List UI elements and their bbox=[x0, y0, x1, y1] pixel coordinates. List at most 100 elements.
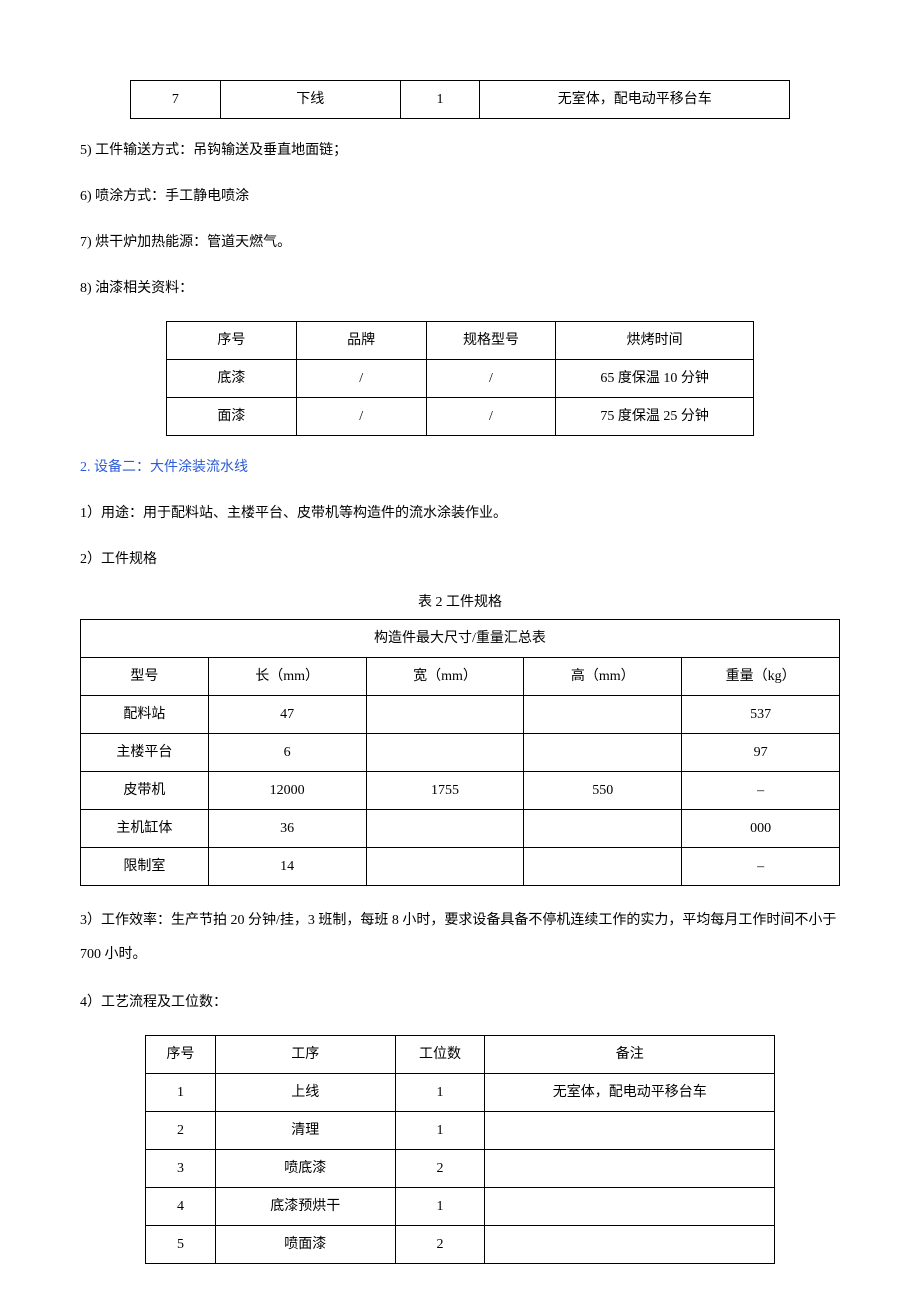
cell-note: 无室体，配电动平移台车 bbox=[480, 81, 790, 119]
cell: 无室体，配电动平移台车 bbox=[485, 1074, 775, 1112]
cell: 清理 bbox=[215, 1112, 395, 1150]
cell bbox=[366, 734, 524, 772]
line-7: 7) 烘干炉加热能源：管道天燃气。 bbox=[80, 229, 840, 257]
header-count: 工位数 bbox=[395, 1036, 485, 1074]
paint-table: 序号 品牌 规格型号 烘烤时间 底漆 / / 65 度保温 10 分钟 面漆 /… bbox=[166, 321, 754, 436]
cell: 000 bbox=[682, 810, 840, 848]
cell bbox=[524, 848, 682, 886]
cell bbox=[524, 810, 682, 848]
header-note: 备注 bbox=[485, 1036, 775, 1074]
cell-proc: 下线 bbox=[220, 81, 400, 119]
header-baketime: 烘烤时间 bbox=[556, 322, 754, 360]
header-model: 型号 bbox=[81, 658, 209, 696]
section-2-p4: 4）工艺流程及工位数： bbox=[80, 989, 840, 1017]
cell-count: 1 bbox=[400, 81, 480, 119]
table-header-row: 序号 工序 工位数 备注 bbox=[146, 1036, 775, 1074]
cell bbox=[485, 1226, 775, 1264]
cell: 65 度保温 10 分钟 bbox=[556, 360, 754, 398]
table-row: 限制室 14 – bbox=[81, 848, 840, 886]
table-header-row: 型号 长（mm） 宽（mm） 高（mm） 重量（kg） bbox=[81, 658, 840, 696]
section-2-p3: 3）工作效率：生产节拍 20 分钟/挂，3 班制，每班 8 小时，要求设备具备不… bbox=[80, 904, 840, 971]
cell: 1 bbox=[146, 1074, 216, 1112]
table-row: 皮带机 12000 1755 550 – bbox=[81, 772, 840, 810]
cell: 2 bbox=[395, 1226, 485, 1264]
table-row: 面漆 / / 75 度保温 25 分钟 bbox=[167, 398, 754, 436]
table-row: 配料站 47 537 bbox=[81, 696, 840, 734]
cell: 主楼平台 bbox=[81, 734, 209, 772]
cell: 限制室 bbox=[81, 848, 209, 886]
header-weight: 重量（kg） bbox=[682, 658, 840, 696]
table3-title: 构造件最大尺寸/重量汇总表 bbox=[81, 620, 840, 658]
cell: / bbox=[426, 398, 556, 436]
cell: 主机缸体 bbox=[81, 810, 209, 848]
cell: 47 bbox=[208, 696, 366, 734]
cell: 1 bbox=[395, 1112, 485, 1150]
cell-no: 7 bbox=[131, 81, 221, 119]
line-5: 5) 工件输送方式：吊钩输送及垂直地面链； bbox=[80, 137, 840, 165]
table3-caption: 表 2 工件规格 bbox=[80, 592, 840, 613]
line-8: 8) 油漆相关资料： bbox=[80, 275, 840, 303]
cell: 1 bbox=[395, 1074, 485, 1112]
cell: 4 bbox=[146, 1188, 216, 1226]
section-2-p2: 2）工件规格 bbox=[80, 546, 840, 574]
table-row: 3 喷底漆 2 bbox=[146, 1150, 775, 1188]
section-2-p1: 1）用途：用于配料站、主楼平台、皮带机等构造件的流水涂装作业。 bbox=[80, 500, 840, 528]
header-length: 长（mm） bbox=[208, 658, 366, 696]
cell: 1755 bbox=[366, 772, 524, 810]
cell bbox=[366, 696, 524, 734]
cell: 底漆 bbox=[167, 360, 297, 398]
header-seq: 序号 bbox=[167, 322, 297, 360]
cell: 面漆 bbox=[167, 398, 297, 436]
header-spec: 规格型号 bbox=[426, 322, 556, 360]
cell: 喷底漆 bbox=[215, 1150, 395, 1188]
table-row: 7 下线 1 无室体，配电动平移台车 bbox=[131, 81, 790, 119]
cell bbox=[524, 734, 682, 772]
table-title-row: 构造件最大尺寸/重量汇总表 bbox=[81, 620, 840, 658]
table-row: 4 底漆预烘干 1 bbox=[146, 1188, 775, 1226]
cell: – bbox=[682, 772, 840, 810]
cell: 3 bbox=[146, 1150, 216, 1188]
cell: 上线 bbox=[215, 1074, 395, 1112]
table-row: 5 喷面漆 2 bbox=[146, 1226, 775, 1264]
header-seq: 序号 bbox=[146, 1036, 216, 1074]
cell: / bbox=[296, 398, 426, 436]
process-table-fragment: 7 下线 1 无室体，配电动平移台车 bbox=[130, 80, 790, 119]
cell bbox=[485, 1188, 775, 1226]
header-brand: 品牌 bbox=[296, 322, 426, 360]
table-row: 1 上线 1 无室体，配电动平移台车 bbox=[146, 1074, 775, 1112]
line-6: 6) 喷涂方式：手工静电喷涂 bbox=[80, 183, 840, 211]
cell: 底漆预烘干 bbox=[215, 1188, 395, 1226]
section-2-title: 2. 设备二：大件涂装流水线 bbox=[80, 454, 840, 482]
header-proc: 工序 bbox=[215, 1036, 395, 1074]
workpiece-spec-table: 构造件最大尺寸/重量汇总表 型号 长（mm） 宽（mm） 高（mm） 重量（kg… bbox=[80, 619, 840, 886]
header-width: 宽（mm） bbox=[366, 658, 524, 696]
cell: 97 bbox=[682, 734, 840, 772]
cell: 1 bbox=[395, 1188, 485, 1226]
header-height: 高（mm） bbox=[524, 658, 682, 696]
cell: 36 bbox=[208, 810, 366, 848]
cell: / bbox=[426, 360, 556, 398]
cell bbox=[524, 696, 682, 734]
cell: 75 度保温 25 分钟 bbox=[556, 398, 754, 436]
cell: 配料站 bbox=[81, 696, 209, 734]
table-row: 主机缸体 36 000 bbox=[81, 810, 840, 848]
cell: 550 bbox=[524, 772, 682, 810]
cell: / bbox=[296, 360, 426, 398]
cell bbox=[366, 848, 524, 886]
table-row: 2 清理 1 bbox=[146, 1112, 775, 1150]
table-header-row: 序号 品牌 规格型号 烘烤时间 bbox=[167, 322, 754, 360]
cell bbox=[485, 1112, 775, 1150]
cell: 12000 bbox=[208, 772, 366, 810]
cell: 2 bbox=[146, 1112, 216, 1150]
cell: 喷面漆 bbox=[215, 1226, 395, 1264]
cell: 2 bbox=[395, 1150, 485, 1188]
cell: – bbox=[682, 848, 840, 886]
table-row: 主楼平台 6 97 bbox=[81, 734, 840, 772]
cell: 6 bbox=[208, 734, 366, 772]
cell bbox=[485, 1150, 775, 1188]
cell: 皮带机 bbox=[81, 772, 209, 810]
cell bbox=[366, 810, 524, 848]
table-row: 底漆 / / 65 度保温 10 分钟 bbox=[167, 360, 754, 398]
cell: 537 bbox=[682, 696, 840, 734]
cell: 14 bbox=[208, 848, 366, 886]
